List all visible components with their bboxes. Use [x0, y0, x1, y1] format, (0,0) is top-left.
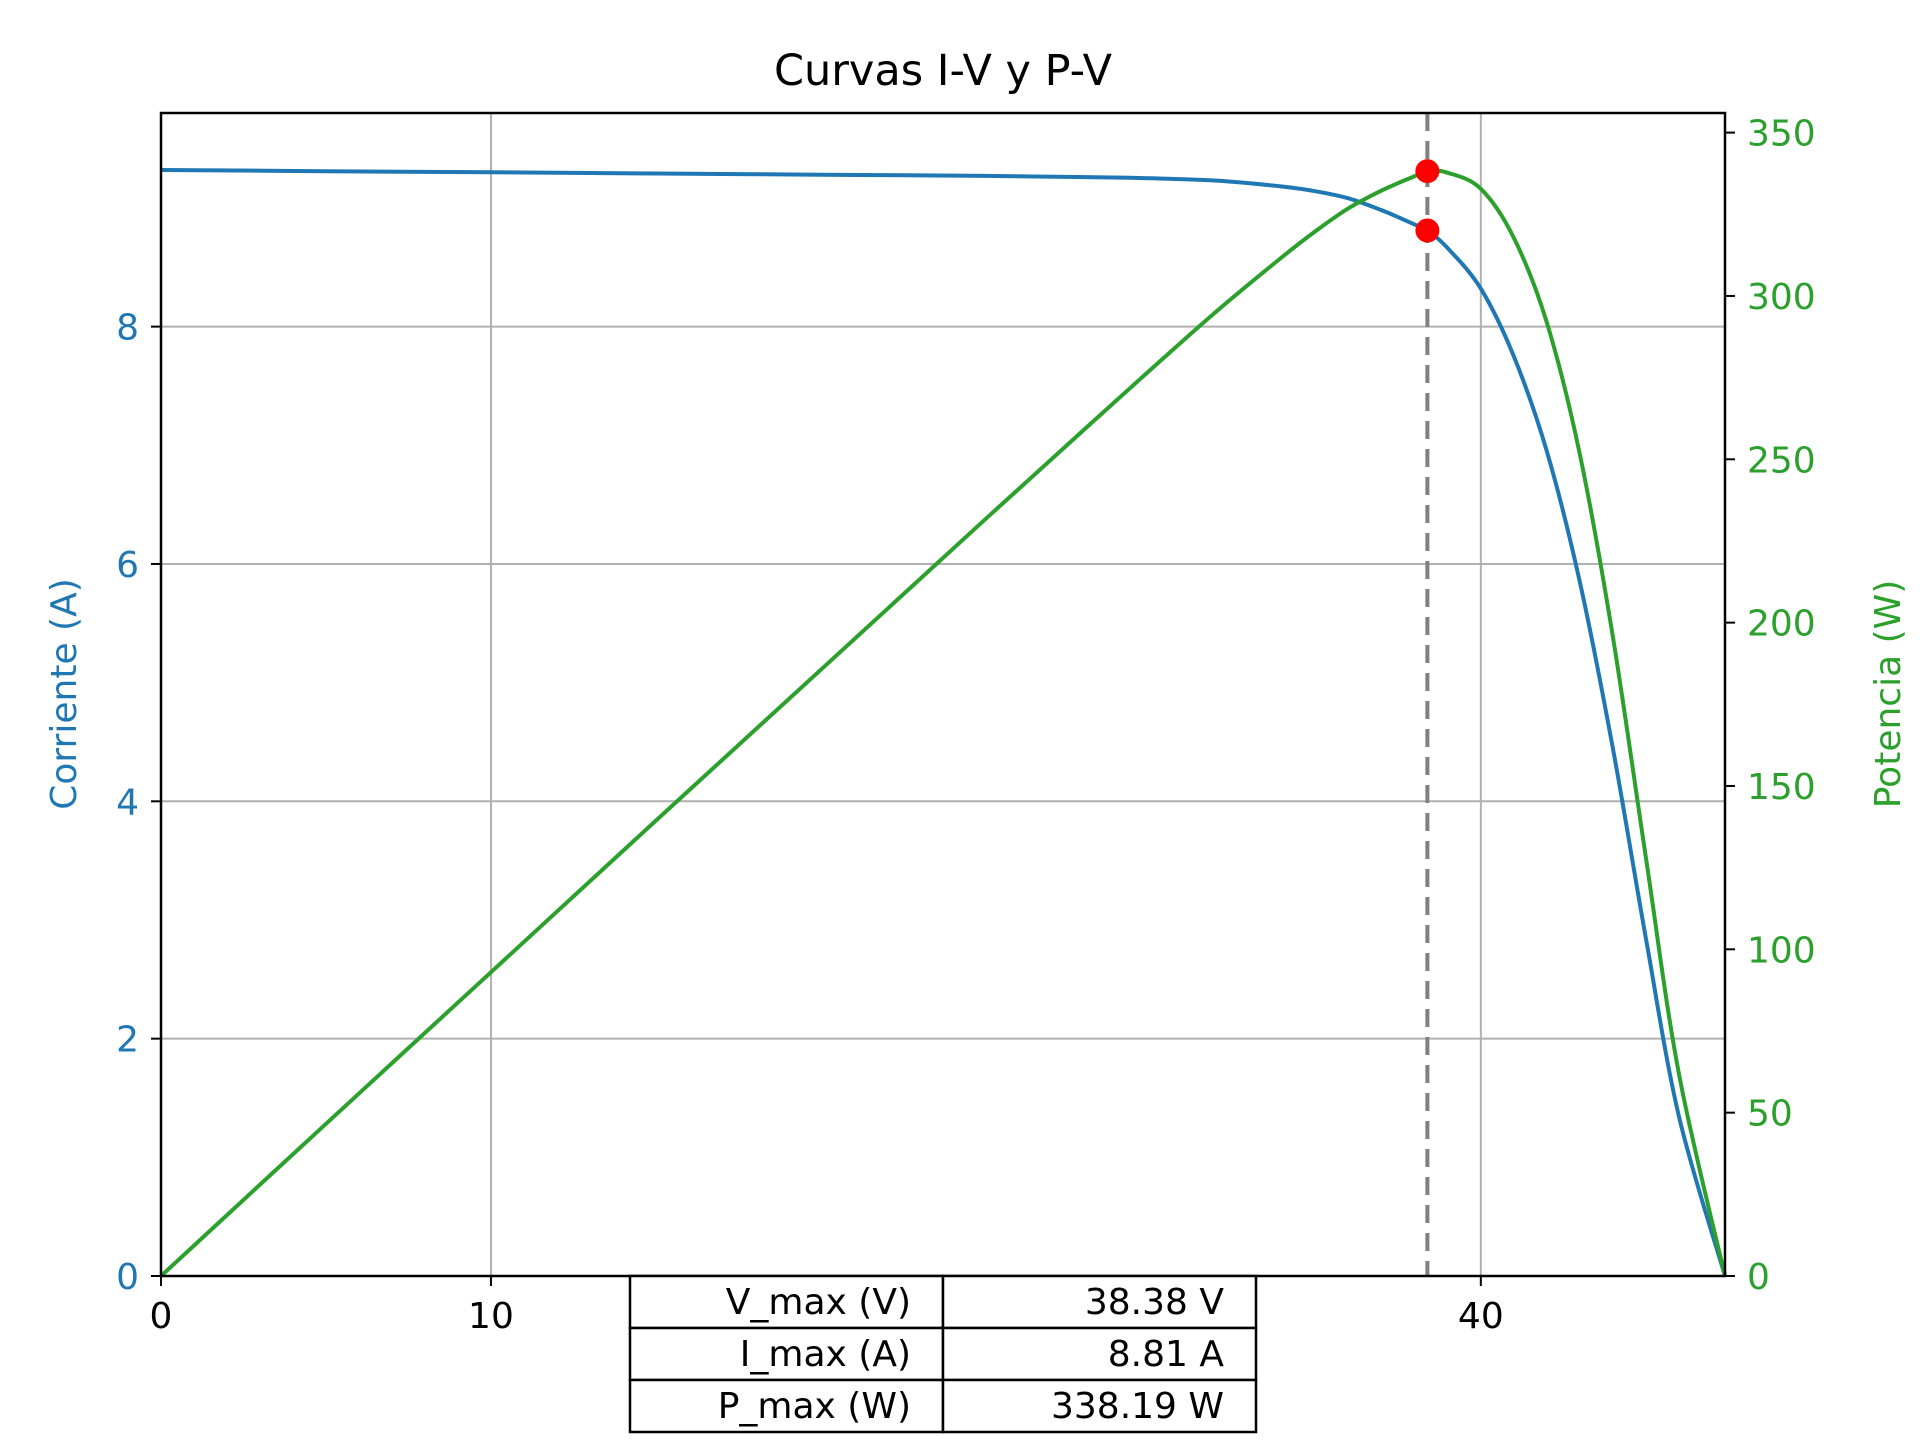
y-tick-label-current: 0 — [116, 1257, 139, 1298]
y-tick-label-current: 4 — [116, 782, 139, 823]
pmax-marker — [1415, 159, 1440, 184]
x-tick-label: 0 — [150, 1296, 173, 1337]
y-tick-label-power: 0 — [1747, 1257, 1770, 1298]
y-tick-label-current: 8 — [116, 308, 139, 349]
x-tick-label: 10 — [468, 1296, 514, 1337]
y-tick-label-power: 200 — [1747, 604, 1816, 645]
y-tick-label-power: 50 — [1747, 1094, 1793, 1135]
table-label-text: V_max (V) — [726, 1282, 911, 1323]
table-label-text: I_max (A) — [740, 1334, 911, 1375]
table-label-cell — [628, 1378, 945, 1434]
chart-title: Curvas I-V y P-V — [774, 46, 1113, 96]
max-values-table: V_max (V) 38.38 V I_max (A) 8.81 A P_max (W)… — [628, 1274, 1258, 1434]
current-curve-line — [160, 168, 1727, 1277]
table-label-text: P_max (W) — [718, 1386, 911, 1427]
y-tick-label-current: 2 — [116, 1020, 139, 1061]
table-value-cell — [941, 1326, 1258, 1382]
grid — [161, 113, 1725, 1276]
imax-marker — [1415, 218, 1440, 243]
y-tick-label-power: 300 — [1747, 277, 1816, 318]
series-lines — [159, 168, 1727, 1278]
table-value-text: 38.38 V — [1085, 1282, 1225, 1323]
y-tick-label-current: 6 — [116, 545, 139, 586]
axes: 0 10 40 0 2 4 6 8 0 50 100 150 200 250 300 350 — [116, 114, 1816, 1337]
table-value-text: 8.81 A — [1108, 1334, 1225, 1375]
y-axis-label-current: Corriente (A) — [44, 578, 85, 810]
table-value-cell — [941, 1274, 1258, 1330]
x-tick-label: 40 — [1458, 1296, 1504, 1337]
table-label-cell — [628, 1326, 945, 1382]
y-tick-label-power: 250 — [1747, 440, 1816, 481]
y-tick-label-power: 100 — [1747, 930, 1816, 971]
y-tick-label-power: 350 — [1747, 114, 1816, 155]
power-curve-line — [159, 168, 1727, 1278]
table-value-cell — [941, 1378, 1258, 1434]
table-value-text: 338.19 W — [1051, 1386, 1224, 1427]
max-power-markers — [1415, 159, 1440, 243]
y-axis-label-power: Potencia (W) — [1868, 580, 1909, 809]
y-tick-label-power: 150 — [1747, 767, 1816, 808]
